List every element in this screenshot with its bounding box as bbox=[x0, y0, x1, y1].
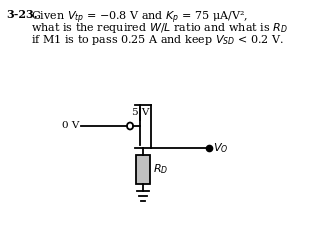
Bar bbox=[136, 155, 150, 184]
Text: $R_D$: $R_D$ bbox=[152, 163, 168, 176]
Text: 0 V: 0 V bbox=[62, 121, 79, 131]
Text: 5 V: 5 V bbox=[132, 108, 149, 117]
Text: if M1 is to pass 0.25 A and keep $V_{SD}$ < 0.2 V.: if M1 is to pass 0.25 A and keep $V_{SD}… bbox=[31, 33, 284, 47]
Text: Given $V_{tp}$ = −0.8 V and $K_p$ = 75 μA/V²,: Given $V_{tp}$ = −0.8 V and $K_p$ = 75 μ… bbox=[31, 9, 248, 26]
Text: 3-23.: 3-23. bbox=[6, 9, 38, 20]
Text: $V_O$: $V_O$ bbox=[213, 141, 228, 155]
Text: what is the required $W$/$L$ ratio and what is $R_D$: what is the required $W$/$L$ ratio and w… bbox=[31, 21, 288, 35]
